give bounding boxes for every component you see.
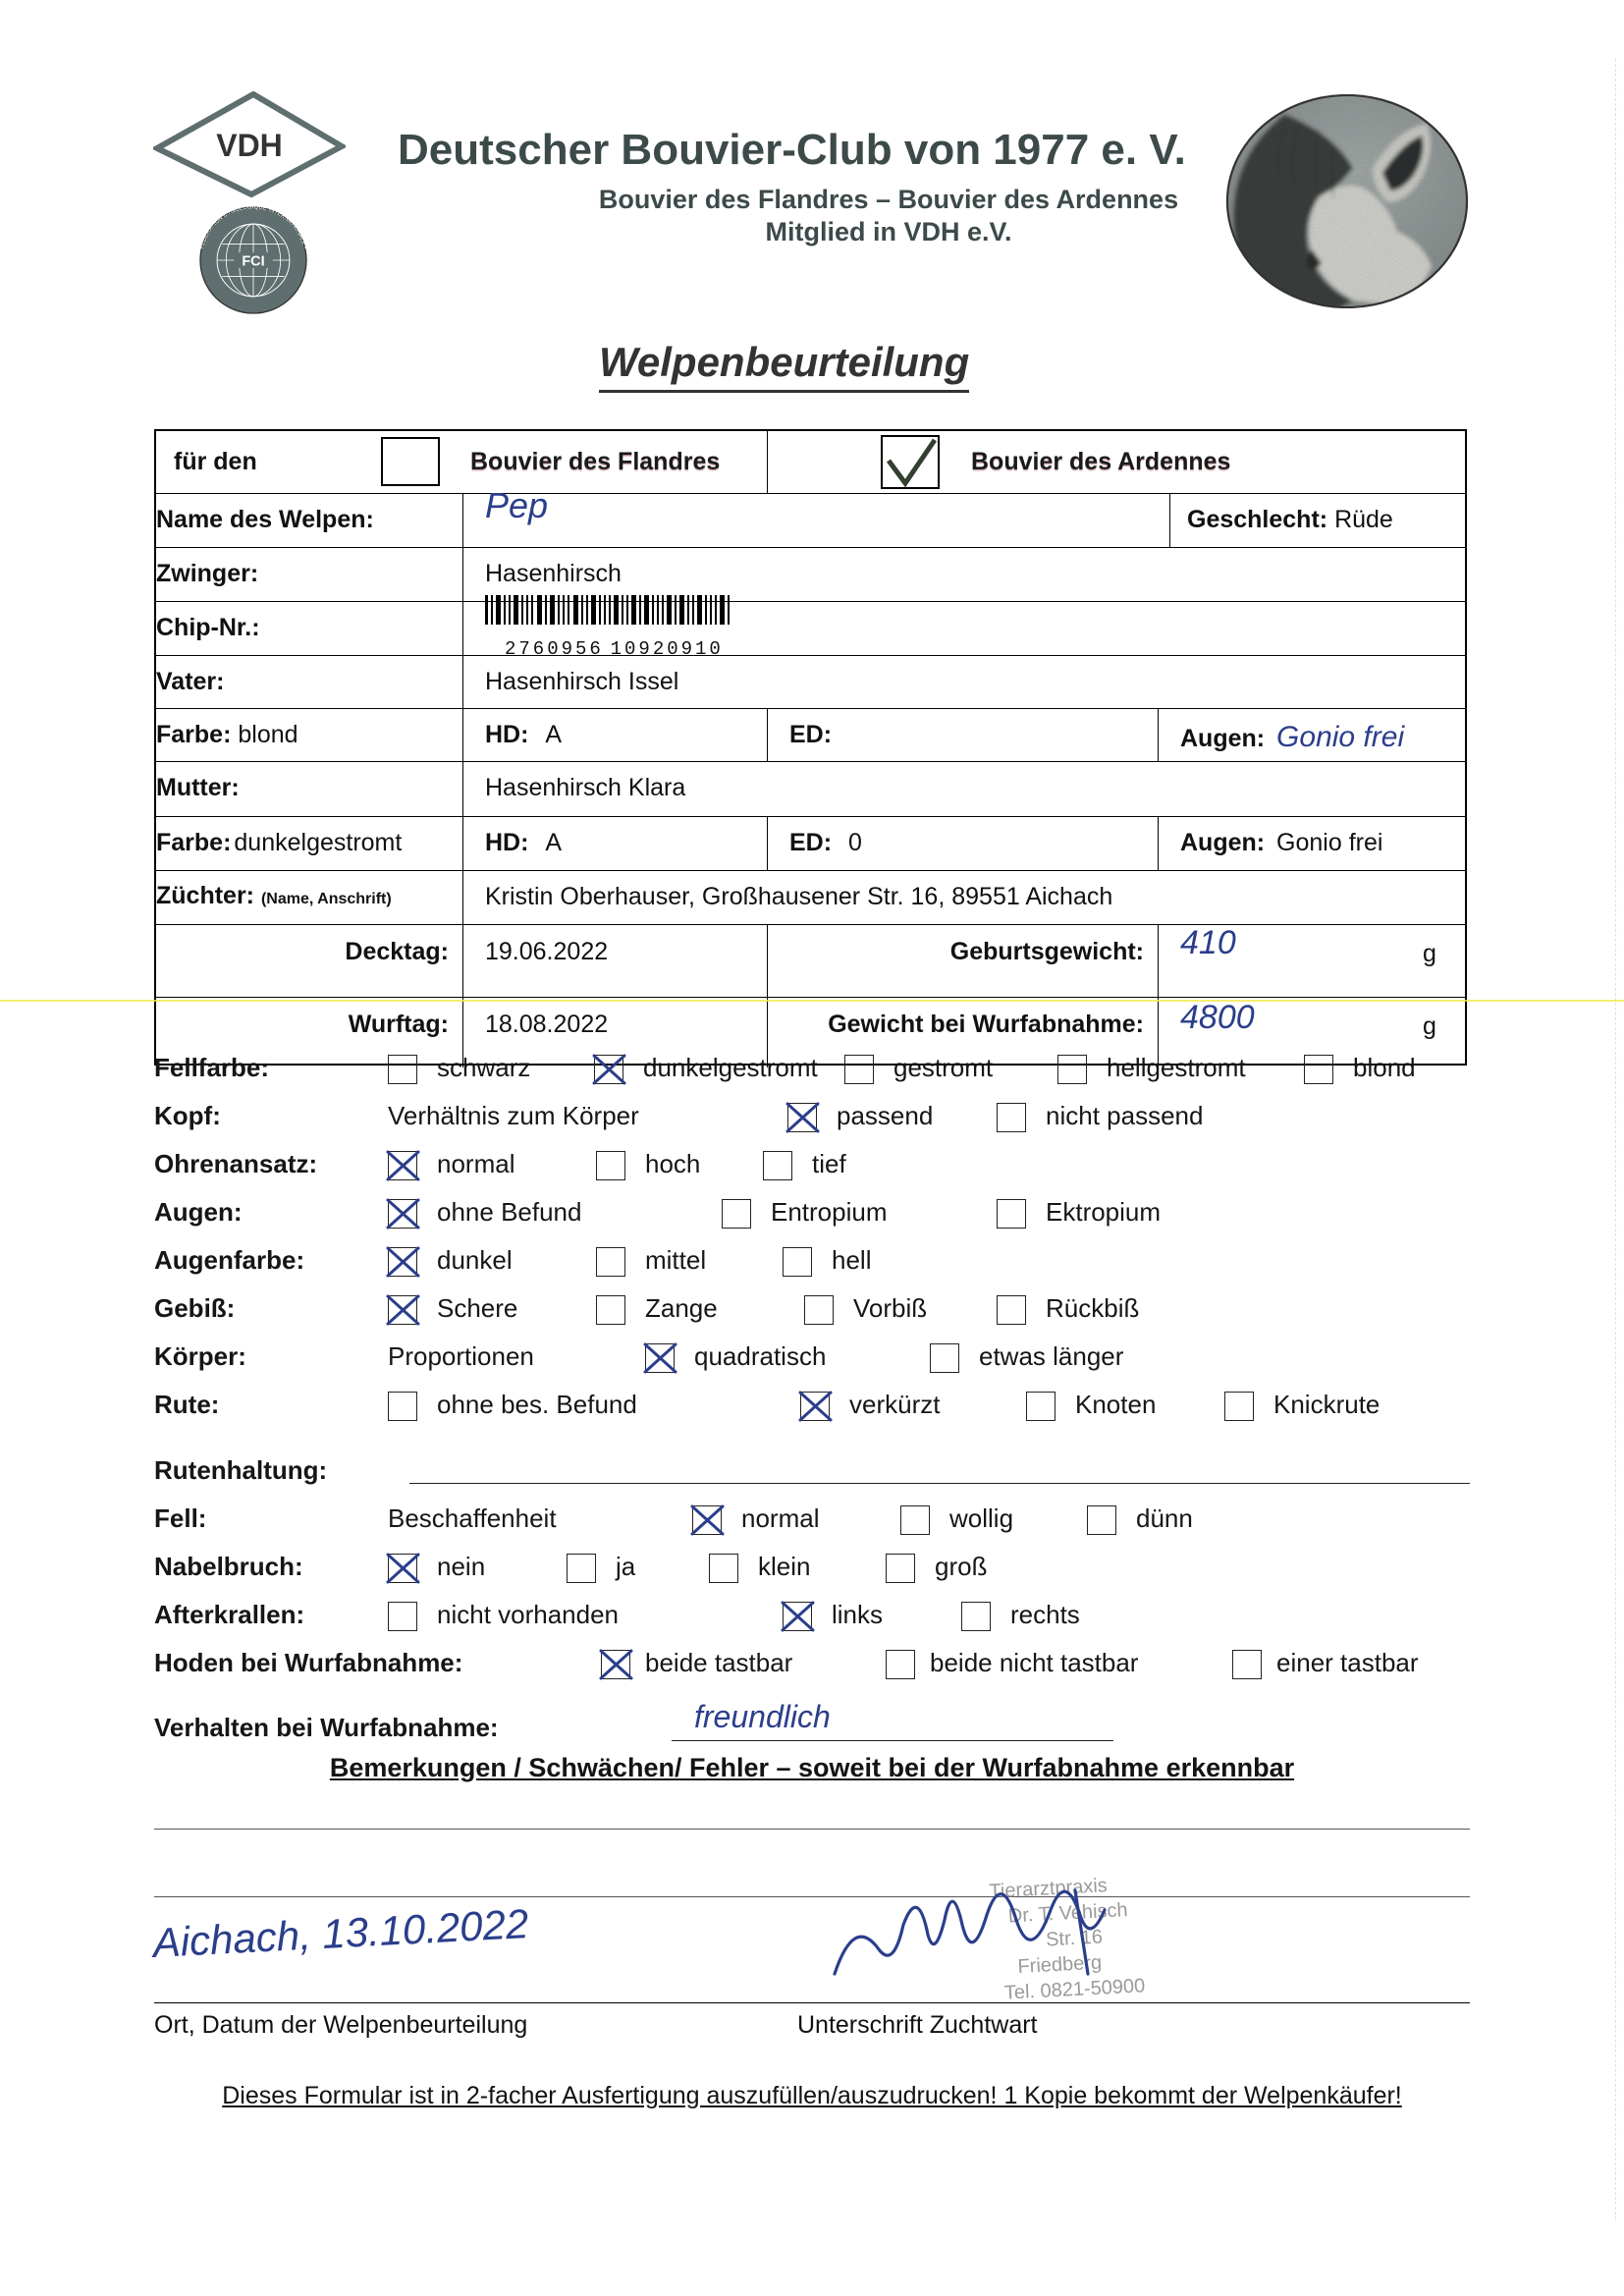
svg-text:VDH: VDH [216, 128, 283, 163]
svg-text:FCI: FCI [242, 253, 264, 269]
